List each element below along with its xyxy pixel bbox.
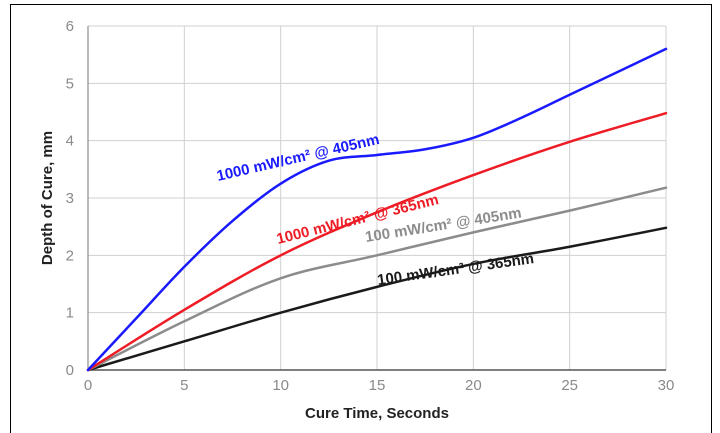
- y-tick-label: 5: [66, 75, 74, 92]
- y-tick-label: 2: [66, 247, 74, 264]
- y-tick-label: 1: [66, 305, 74, 322]
- series-line-3: [86, 226, 668, 372]
- series-line-1: [86, 111, 668, 372]
- grid: [87, 25, 667, 371]
- x-tick-label: 15: [369, 377, 386, 394]
- x-tick-label: 5: [180, 377, 188, 394]
- series-line-2: [86, 186, 668, 372]
- y-axis-label: Depth of Cure, mm: [39, 131, 56, 265]
- x-tick-label: 10: [272, 377, 289, 394]
- x-tick-label: 20: [465, 377, 482, 394]
- series-lines: [86, 47, 668, 372]
- x-tick-label: 30: [658, 377, 675, 394]
- series-label-1: 1000 mW/cm² @ 365nm: [275, 191, 441, 248]
- y-tick-label: 0: [66, 362, 74, 379]
- series-label-0: 1000 mW/cm² @ 405nm: [215, 131, 381, 185]
- series-label-3: 100 mW/cm² @ 365nm: [376, 250, 535, 289]
- tick-labels: 0 5 10 15 20 25 30 0 1 2 3 4 5 6: [66, 18, 675, 394]
- y-tick-label: 6: [66, 18, 74, 35]
- x-tick-label: 25: [561, 377, 578, 394]
- y-tick-label: 3: [66, 190, 74, 207]
- y-tick-label: 4: [66, 133, 74, 150]
- chart-frame: [10, 4, 712, 433]
- series-line-0: [86, 47, 668, 372]
- x-tick-label: 0: [84, 377, 92, 394]
- x-axis-label: Cure Time, Seconds: [305, 405, 449, 422]
